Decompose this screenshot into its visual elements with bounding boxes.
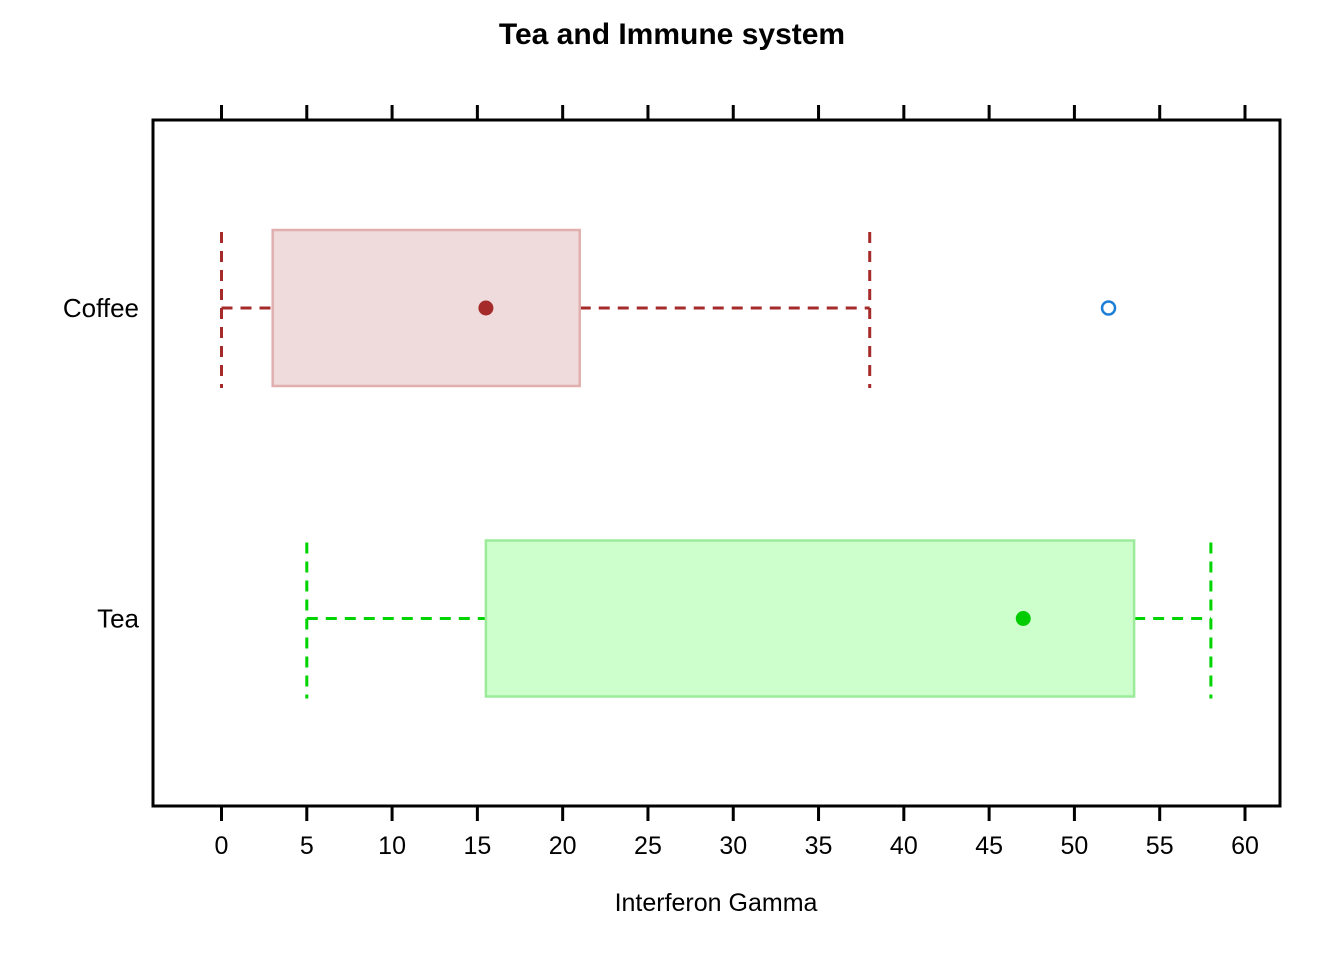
x-tick-label-0: 0 bbox=[215, 832, 229, 860]
coffee-iqr-box bbox=[271, 228, 581, 388]
tea-iqr-box bbox=[484, 539, 1136, 698]
y-category-label-coffee: Coffee bbox=[63, 293, 139, 323]
tea-boxplot bbox=[305, 539, 1213, 699]
x-axis-label: Interferon Gamma bbox=[615, 889, 818, 917]
x-tick-label-55: 55 bbox=[1146, 832, 1174, 860]
x-tick-label-45: 45 bbox=[975, 832, 1003, 860]
x-tick-label-40: 40 bbox=[890, 832, 918, 860]
x-tick-label-5: 5 bbox=[300, 832, 314, 860]
coffee-outlier-point bbox=[1100, 300, 1117, 316]
x-tick-label-30: 30 bbox=[719, 832, 747, 860]
coffee-median-dot bbox=[478, 300, 494, 316]
x-tick-label-50: 50 bbox=[1061, 832, 1089, 860]
x-tick-label-20: 20 bbox=[549, 832, 577, 860]
axis-layer: Coffee Tea 0 5 10 15 20 25 30 35 40 45 50 55 60 bbox=[63, 105, 1282, 860]
tea-median-dot bbox=[1015, 611, 1031, 626]
boxplot-series-layer bbox=[220, 228, 1213, 699]
y-category-label-tea: Tea bbox=[97, 604, 139, 634]
x-tick-label-60: 60 bbox=[1231, 832, 1259, 860]
chart-title: Tea and Immune system bbox=[499, 18, 845, 51]
coffee-boxplot bbox=[220, 228, 1117, 388]
x-tick-label-15: 15 bbox=[463, 832, 491, 860]
x-tick-label-25: 25 bbox=[634, 832, 662, 860]
x-tick-label-10: 10 bbox=[378, 832, 406, 860]
x-tick-label-35: 35 bbox=[805, 832, 833, 860]
plot-border bbox=[151, 118, 1282, 808]
